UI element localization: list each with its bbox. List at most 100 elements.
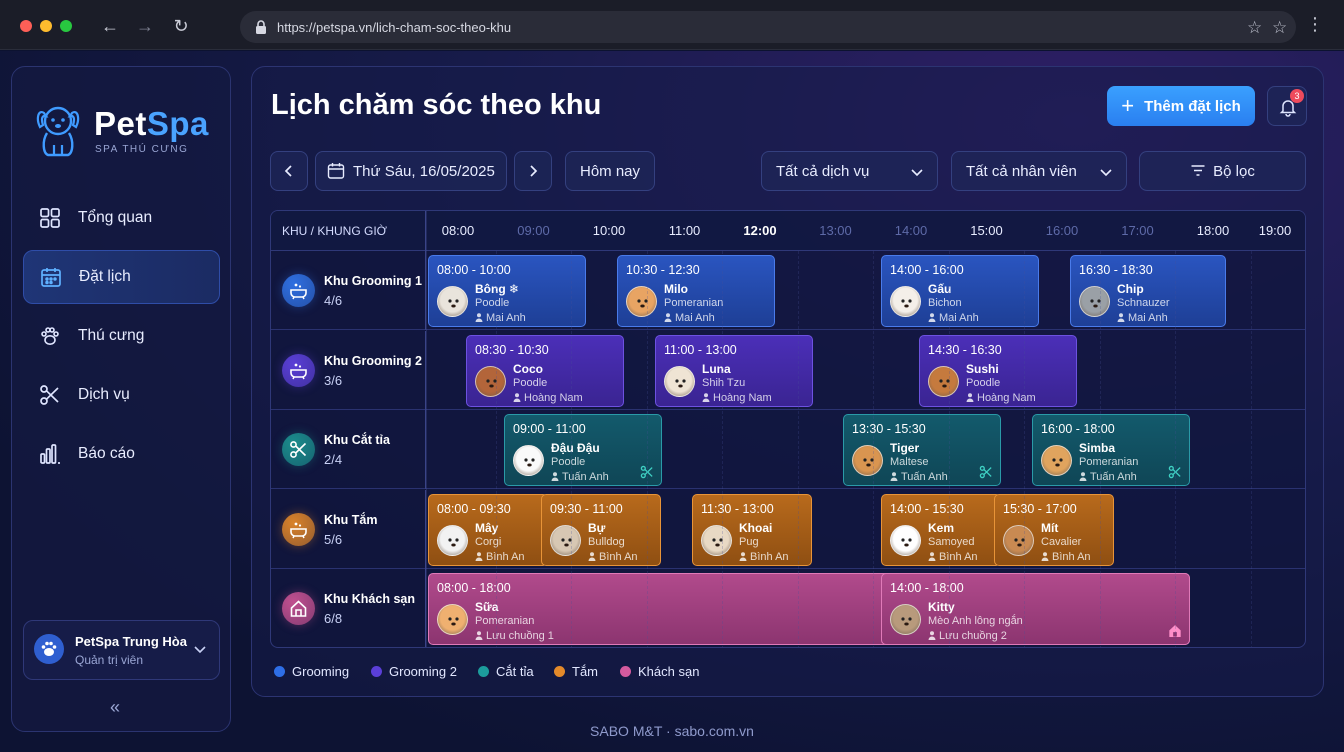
service-filter-select[interactable]: Tất cả dịch vụ	[761, 151, 938, 191]
prev-day-button[interactable]	[270, 151, 308, 191]
person-icon	[551, 472, 559, 481]
pet-face-icon	[939, 378, 950, 387]
appointment-card[interactable]: 13:30 - 15:30 Tiger Maltese Tuấn Anh	[843, 414, 1001, 486]
assigned-staff: Mai Anh	[1117, 312, 1168, 324]
sidebar-item-booking[interactable]: Đặt lịch	[23, 250, 220, 304]
appointment-time: 09:00 - 11:00	[513, 422, 586, 436]
appointment-time: 15:30 - 17:00	[1003, 501, 1077, 516]
collapse-sidebar-button[interactable]: «	[110, 697, 121, 717]
pet-breed: Corgi	[475, 535, 502, 548]
legend-dot	[554, 666, 565, 677]
reload-icon[interactable]: ↻	[173, 16, 189, 36]
today-button[interactable]: Hôm nay	[565, 151, 655, 191]
add-booking-button[interactable]: + Thêm đặt lịch	[1107, 86, 1255, 126]
staff-name: Hoàng Nam	[524, 391, 583, 404]
pet-photo	[664, 365, 695, 397]
appointment-card[interactable]: 08:30 - 10:30 Coco Poodle Hoàng Nam	[466, 334, 624, 407]
appointment-time: 08:30 - 10:30	[475, 342, 549, 357]
bathtub-icon	[290, 363, 307, 379]
footer-credit: SABO M&T · sabo.com.vn	[590, 723, 754, 739]
staff-name: Tuấn Anh	[562, 471, 609, 483]
zone-capacity: 3/6	[324, 372, 343, 388]
staff-filter-select[interactable]: Tất cả nhân viên	[951, 151, 1127, 191]
appointment-card[interactable]: 15:30 - 17:00 Mít Cavalier Bình An	[994, 493, 1114, 566]
zone-name: Khu Grooming 1	[324, 274, 422, 288]
appointment-card[interactable]: 11:00 - 13:00 Luna Shih Tzu Hoàng Nam	[655, 334, 813, 407]
assigned-staff: Lưu chuồng 2	[928, 630, 1007, 642]
appointment-card[interactable]: 11:30 - 13:00 Khoai Pug Bình An	[692, 493, 812, 566]
browser-menu-icon[interactable]: ⋮	[1306, 14, 1324, 34]
forward-icon[interactable]: →	[136, 16, 154, 36]
address-bar[interactable]: https://petspa.vn/lich-cham-soc-theo-khu…	[240, 11, 1296, 43]
minimize-window-button[interactable]	[40, 20, 52, 32]
pet-face-icon	[637, 299, 648, 308]
appointment-card[interactable]: 14:30 - 16:30 Sushi Poodle Hoàng Nam	[919, 334, 1077, 407]
sidebar-item-reports[interactable]: Báo cáo	[23, 427, 220, 481]
back-icon[interactable]: ←	[101, 16, 119, 36]
person-icon	[664, 313, 672, 322]
sidebar-item-label: Tổng quan	[78, 209, 153, 226]
sidebar-item-pets[interactable]: Thú cưng	[23, 309, 220, 363]
appointment-card[interactable]: 14:00 - 16:00 Gấu Bichon Mai Anh	[881, 255, 1039, 327]
appointment-card[interactable]: 16:00 - 18:00 Simba Pomeranian Tuấn Anh	[1032, 414, 1190, 486]
brand-name[interactable]: PetSpa	[94, 105, 209, 142]
appointment-card[interactable]: 08:00 - 10:00 Bông ❄ Poodle Mai Anh	[428, 255, 586, 327]
date-picker[interactable]: Thứ Sáu, 16/05/2025	[315, 151, 507, 191]
house-icon	[1168, 624, 1182, 638]
scissors-icon	[1168, 465, 1182, 479]
grid-divider	[426, 211, 427, 647]
notifications-button[interactable]: 3	[1267, 86, 1307, 126]
staff-name: Hoàng Nam	[713, 391, 772, 404]
pet-face-icon	[1052, 458, 1063, 467]
scissors-icon	[40, 385, 59, 405]
appointment-card[interactable]: 16:30 - 18:30 Chip Schnauzer Mai Anh	[1070, 255, 1226, 327]
pet-breed: Pomeranian	[1079, 456, 1139, 468]
appointment-card[interactable]: 14:00 - 15:30 Kem Samoyed Bình An	[881, 493, 1001, 566]
zone-icon	[282, 592, 315, 625]
person-icon	[966, 392, 974, 402]
staff-name: Mai Anh	[1128, 312, 1168, 324]
current-date: Thứ Sáu, 16/05/2025	[353, 162, 495, 180]
pet-name: Mây	[475, 520, 499, 535]
person-icon	[702, 392, 710, 402]
hour-gridline	[647, 251, 648, 647]
next-day-button[interactable]	[514, 151, 552, 191]
appointment-time: 13:30 - 15:30	[852, 422, 926, 436]
zone-label-cell: Khu Grooming 2 3/6	[271, 330, 426, 410]
staff-name: Lưu chuồng 2	[939, 630, 1007, 642]
assigned-staff: Tuấn Anh	[1079, 471, 1137, 483]
pet-name: Tiger	[890, 441, 920, 455]
scissors-icon	[640, 465, 654, 479]
pet-photo	[475, 365, 506, 397]
filter-button[interactable]: Bộ lọc	[1139, 151, 1306, 191]
hour-gridline	[1175, 251, 1176, 647]
filter-label: Bộ lọc	[1213, 162, 1255, 180]
person-icon	[475, 551, 483, 561]
user-name: PetSpa Trung Hòa	[75, 634, 187, 649]
maximize-window-button[interactable]	[60, 20, 72, 32]
hour-gridline	[1100, 251, 1101, 647]
pet-face-icon	[1090, 299, 1101, 308]
sidebar-item-overview[interactable]: Tổng quan	[23, 191, 220, 245]
appointment-card[interactable]: 09:30 - 11:00 Bự Bulldog Bình An	[541, 493, 661, 566]
account-switcher[interactable]: PetSpa Trung Hòa Quản trị viên	[23, 620, 220, 680]
zone-row: Khu Khách sạn 6/8 08:00 - 18:00 Sữa Pomerani…	[271, 569, 1305, 647]
appointment-time: 08:00 - 10:00	[437, 263, 511, 277]
legend-dot	[478, 666, 489, 677]
time-slot-label: 08:00	[441, 223, 475, 238]
user-role: Quản trị viên	[75, 653, 144, 667]
appointment-card[interactable]: 08:00 - 09:30 Mây Corgi Bình An	[428, 493, 548, 566]
appointment-card[interactable]: 14:00 - 18:00 Kitty Mèo Anh lông ngắn Lưu c…	[881, 573, 1190, 645]
legend-item-grooming: Grooming	[274, 664, 349, 679]
assigned-staff: Mai Anh	[664, 312, 715, 324]
chevron-down-icon	[1100, 169, 1112, 177]
close-window-button[interactable]	[20, 20, 32, 32]
bookmarks-icon[interactable]: ☆	[1272, 18, 1288, 37]
bookmark-star-icon[interactable]: ☆	[1247, 18, 1263, 37]
main-panel: Lịch chăm sóc theo khu + Thêm đặt lịch 3…	[251, 66, 1324, 697]
appointment-card[interactable]: 09:00 - 11:00 Đậu Đậu Poodle Tuấn Anh	[504, 414, 662, 486]
sidebar-item-services[interactable]: Dịch vụ	[23, 368, 220, 422]
pet-breed: Bichon	[928, 297, 962, 309]
assigned-staff: Hoàng Nam	[702, 392, 772, 404]
appointment-card[interactable]: 10:30 - 12:30 Milo Pomeranian Mai Anh	[617, 255, 775, 327]
